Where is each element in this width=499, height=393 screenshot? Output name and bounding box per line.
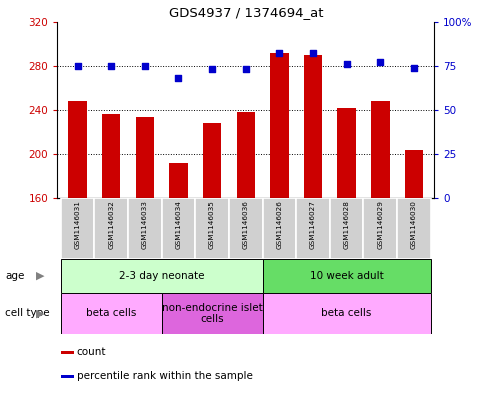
Bar (61, 351, 73, 354)
Bar (363, 198, 397, 259)
Bar (330, 198, 363, 259)
Point (376, 59, 384, 65)
Text: GSM1146034: GSM1146034 (176, 200, 182, 249)
Point (242, 66, 250, 72)
Text: percentile rank within the sample: percentile rank within the sample (77, 371, 252, 381)
Text: GSM1146028: GSM1146028 (344, 200, 350, 249)
Text: 10 week adult: 10 week adult (310, 271, 384, 281)
Text: GSM1146030: GSM1146030 (411, 200, 417, 249)
Bar (128, 198, 162, 259)
Bar (397, 198, 431, 259)
Bar (136, 117, 154, 198)
Bar (61, 375, 73, 378)
Text: GSM1146027: GSM1146027 (310, 200, 316, 249)
Point (208, 66, 216, 72)
Bar (102, 114, 120, 198)
Bar (195, 198, 229, 259)
Point (410, 64, 418, 71)
Point (275, 50, 283, 57)
Bar (203, 123, 222, 198)
Bar (371, 101, 390, 198)
Text: GSM1146036: GSM1146036 (243, 200, 249, 249)
Text: cell type: cell type (5, 309, 49, 318)
Text: 2-3 day neonate: 2-3 day neonate (119, 271, 205, 281)
Bar (262, 293, 431, 334)
Title: GDS4937 / 1374694_at: GDS4937 / 1374694_at (169, 6, 323, 19)
Text: GSM1146026: GSM1146026 (276, 200, 282, 249)
Bar (162, 293, 262, 334)
Point (309, 50, 317, 57)
Text: GSM1146031: GSM1146031 (74, 200, 80, 249)
Point (107, 62, 115, 69)
Bar (61, 293, 162, 334)
Point (141, 62, 149, 69)
Text: GSM1146033: GSM1146033 (142, 200, 148, 249)
Bar (94, 198, 128, 259)
Bar (337, 108, 356, 198)
Text: count: count (77, 347, 106, 357)
Bar (270, 53, 288, 198)
Bar (61, 259, 262, 293)
Text: beta cells: beta cells (86, 309, 136, 318)
Text: GSM1146032: GSM1146032 (108, 200, 114, 249)
Text: age: age (5, 271, 24, 281)
Point (343, 61, 351, 67)
Text: GSM1146029: GSM1146029 (377, 200, 383, 249)
Text: non-endocrine islet
cells: non-endocrine islet cells (162, 303, 262, 324)
Text: beta cells: beta cells (321, 309, 372, 318)
Bar (296, 198, 330, 259)
Bar (61, 198, 94, 259)
Point (73, 62, 81, 69)
Bar (169, 163, 188, 198)
Bar (405, 150, 423, 198)
Point (175, 75, 183, 81)
Bar (229, 198, 262, 259)
Bar (262, 198, 296, 259)
Text: ▶: ▶ (36, 271, 44, 281)
Bar (262, 259, 431, 293)
Text: GSM1146035: GSM1146035 (209, 200, 215, 249)
Bar (237, 112, 255, 198)
Bar (68, 101, 87, 198)
Text: ▶: ▶ (36, 309, 44, 318)
Bar (162, 198, 195, 259)
Bar (304, 55, 322, 198)
